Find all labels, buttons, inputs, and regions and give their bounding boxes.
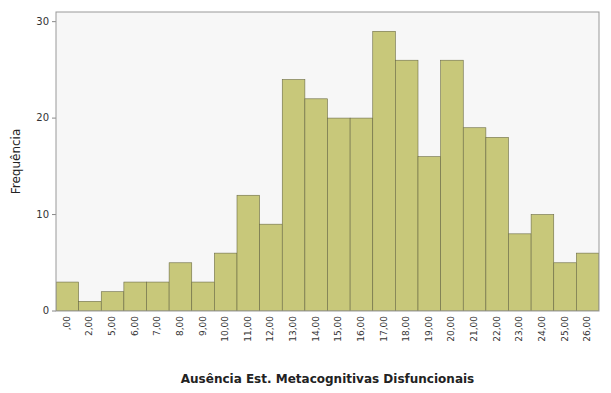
bar — [350, 118, 373, 311]
x-tick-label: 18,00 — [401, 316, 411, 342]
bar — [260, 224, 283, 311]
y-tick-label: 30 — [36, 16, 49, 27]
x-tick-label: 14,00 — [311, 316, 321, 342]
x-tick-label: 23,00 — [514, 316, 524, 342]
plot-background — [56, 12, 599, 311]
bars — [56, 31, 599, 311]
y-axis: 0 10 20 30 — [36, 16, 56, 316]
bar — [576, 253, 599, 311]
bar — [554, 263, 577, 311]
y-tick — [52, 21, 56, 22]
x-tick-label: 7,00 — [152, 316, 162, 336]
bar — [79, 301, 102, 311]
x-tick-label: ,00 — [62, 316, 72, 331]
bar — [395, 60, 418, 311]
bar — [169, 263, 192, 311]
x-tick-label: 24,00 — [537, 316, 547, 342]
x-tick-label: 26,00 — [582, 316, 592, 342]
x-tick-label: 16,00 — [356, 316, 366, 342]
x-tick-label: 25,00 — [560, 316, 570, 342]
x-tick-label: 21,00 — [469, 316, 479, 342]
bar — [147, 282, 170, 311]
y-axis-title: Frequência — [9, 129, 23, 195]
chart-svg: 0 10 20 30 ,00 2,00 5,00 6,00 7,00 8,00 9,00 10,00 1… — [0, 0, 611, 393]
bar — [328, 118, 351, 311]
y-tick — [52, 118, 56, 119]
bar — [463, 128, 486, 311]
x-tick-label: 10,00 — [220, 316, 230, 342]
x-tick-label: 19,00 — [424, 316, 434, 342]
bar — [418, 157, 441, 311]
x-tick-label: 6,00 — [130, 316, 140, 336]
y-tick-label: 10 — [36, 209, 49, 220]
y-tick-label: 0 — [43, 305, 49, 316]
bar — [509, 234, 532, 311]
x-axis: ,00 2,00 5,00 6,00 7,00 8,00 9,00 10,00 11,00 12,… — [62, 316, 592, 342]
x-tick-label: 8,00 — [175, 316, 185, 336]
x-tick-label: 17,00 — [379, 316, 389, 342]
bar — [124, 282, 147, 311]
bar — [101, 292, 124, 311]
bar — [237, 195, 260, 311]
bar — [373, 31, 396, 311]
bar — [282, 80, 305, 311]
bar — [486, 137, 509, 311]
x-tick-label: 15,00 — [333, 316, 343, 342]
bar — [192, 282, 215, 311]
bar — [441, 60, 464, 311]
y-tick — [52, 214, 56, 215]
x-tick-label: 20,00 — [446, 316, 456, 342]
y-tick — [52, 311, 56, 312]
x-tick-label: 12,00 — [265, 316, 275, 342]
bar — [305, 99, 328, 311]
x-tick-label: 9,00 — [198, 316, 208, 336]
chart-container: 0 10 20 30 ,00 2,00 5,00 6,00 7,00 8,00 9,00 10,00 1… — [0, 0, 611, 393]
x-tick-label: 13,00 — [288, 316, 298, 342]
x-tick-label: 22,00 — [492, 316, 502, 342]
x-tick-label: 11,00 — [243, 316, 253, 342]
x-tick-label: 2,00 — [84, 316, 94, 336]
x-tick-label: 5,00 — [107, 316, 117, 336]
x-axis-title: Ausência Est. Metacognitivas Disfunciona… — [181, 372, 474, 386]
bar — [214, 253, 237, 311]
plot-frame — [56, 12, 599, 311]
bar — [531, 215, 554, 311]
y-tick-label: 20 — [36, 112, 49, 123]
bar — [56, 282, 79, 311]
